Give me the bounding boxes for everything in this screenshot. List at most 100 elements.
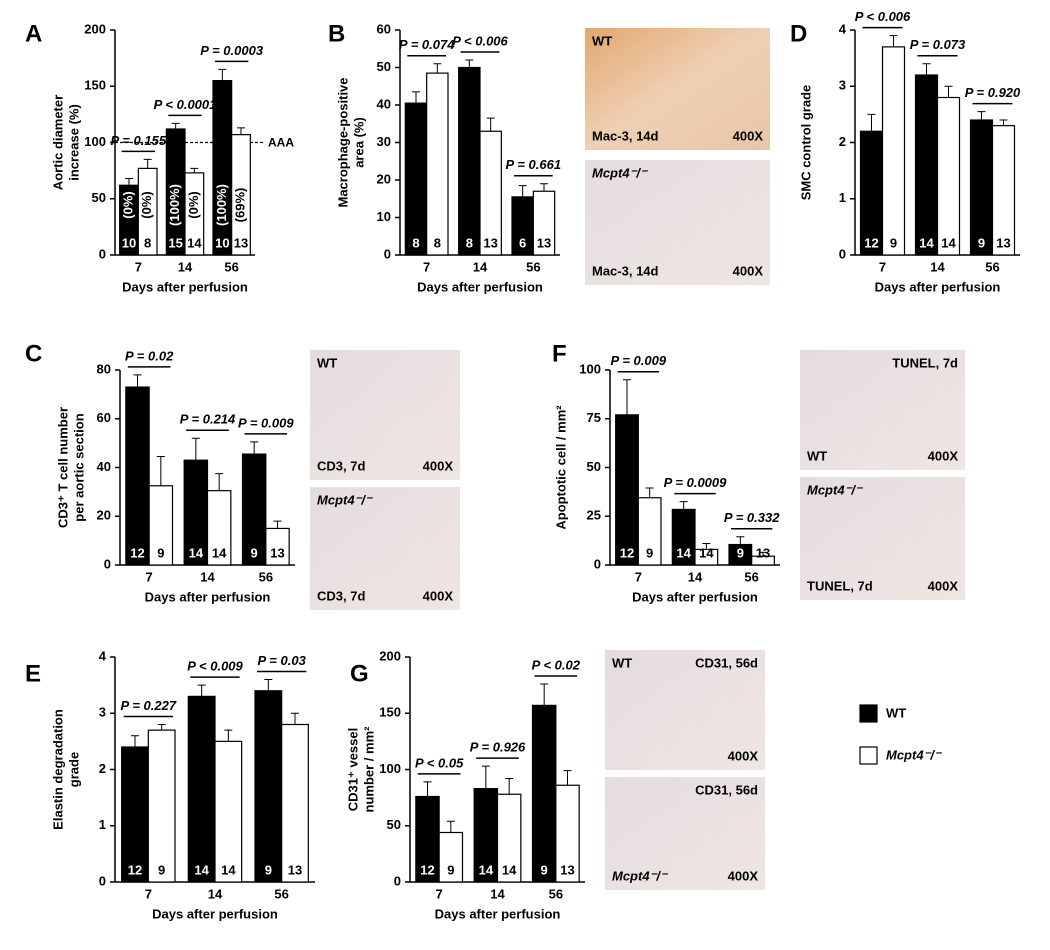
n-label: 8 (434, 235, 441, 250)
p-value: P < 0.009 (187, 659, 243, 674)
p-value: P = 0.009 (611, 353, 667, 368)
error-bar (518, 185, 527, 197)
y-axis-label: increase (%) (66, 104, 81, 181)
n-label: 13 (234, 235, 248, 250)
error-bar (131, 735, 139, 747)
x-tick-label: 7 (436, 886, 443, 901)
n-label: 9 (158, 862, 165, 877)
x-tick-label: 14 (178, 259, 193, 274)
p-value: P = 0.214 (180, 412, 236, 427)
x-tick-label: 14 (490, 886, 505, 901)
micrograph (605, 777, 765, 890)
y-tick-label: 75 (587, 410, 601, 425)
micrograph-label: 400X (928, 448, 959, 463)
x-axis-label: Days after perfusion (145, 589, 271, 604)
n-label: 14 (502, 862, 517, 877)
error-bar (190, 167, 199, 173)
y-tick-label: 50 (387, 817, 401, 832)
p-value: P < 0.006 (855, 9, 911, 24)
error-bar (197, 684, 206, 697)
x-tick-label: 56 (259, 569, 273, 584)
error-bar (157, 724, 166, 731)
n-label: 6 (519, 235, 526, 250)
legend-label: Mcpt4⁻/⁻ (886, 747, 943, 762)
p-value: P < 0.0001 (154, 97, 217, 112)
y-tick-label: 3 (99, 705, 106, 720)
micrograph (800, 477, 965, 600)
panel-letter: E (25, 660, 41, 687)
x-tick-label: 56 (526, 259, 540, 274)
micrograph-label: Mcpt4⁻/⁻ (612, 868, 669, 883)
x-tick-label: 56 (549, 886, 563, 901)
micrograph-label: Mcpt4⁻/⁻ (317, 492, 374, 507)
y-tick-label: 50 (377, 59, 391, 74)
y-axis-label: Aortic diameter (50, 95, 65, 190)
n-label: 13 (996, 235, 1010, 250)
n-label: 12 (864, 235, 878, 250)
p-value: P < 0.006 (452, 33, 508, 48)
n-label: 14 (941, 235, 956, 250)
n-label: 9 (737, 545, 744, 560)
bar (615, 414, 639, 566)
y-tick-label: 0 (384, 246, 391, 261)
bar (212, 80, 233, 256)
n-label: 13 (483, 235, 497, 250)
error-bar (250, 441, 259, 455)
y-axis-label: CD31⁺ vessel (345, 728, 360, 811)
micrograph-label: TUNEL, 7d (807, 578, 873, 593)
y-axis-label: per aortic section (71, 413, 86, 521)
n-label: 12 (620, 545, 634, 560)
error-bar (563, 770, 572, 786)
micrograph-label: 400X (728, 868, 759, 883)
y-tick-label: 25 (587, 508, 601, 523)
bar (281, 723, 309, 883)
y-tick-label: 150 (84, 78, 106, 93)
x-tick-label: 14 (473, 259, 488, 274)
error-bar (889, 35, 898, 47)
error-bar (446, 820, 455, 833)
error-bar (702, 543, 711, 550)
x-axis-label: Days after perfusion (875, 279, 1001, 294)
y-tick-label: 30 (377, 134, 391, 149)
percent-label: (0%) (186, 191, 201, 218)
p-value: P < 0.05 (415, 755, 464, 770)
n-label: 14 (919, 235, 934, 250)
y-axis-label: CD3⁺ T cell number (55, 407, 70, 528)
p-value: P = 0.227 (121, 698, 177, 713)
x-tick-label: 56 (985, 259, 999, 274)
panel-letter: A (25, 20, 42, 47)
x-axis-label: Days after perfusion (122, 279, 248, 294)
y-tick-label: 1 (99, 817, 106, 832)
panel-letter: C (25, 340, 42, 367)
y-tick-label: 50 (587, 459, 601, 474)
x-axis-label: Days after perfusion (417, 279, 543, 294)
error-bar (540, 183, 548, 192)
error-bar (977, 111, 986, 120)
x-tick-label: 14 (200, 569, 215, 584)
y-tick-label: 40 (377, 96, 391, 111)
n-label: 9 (890, 235, 897, 250)
bar (404, 102, 428, 256)
p-value: P = 0.009 (238, 415, 294, 430)
y-tick-label: 100 (379, 761, 401, 776)
n-label: 8 (144, 235, 151, 250)
percent-label: (100%) (214, 184, 229, 226)
error-bar (143, 158, 152, 169)
micrograph-label: CD31, 56d (695, 655, 758, 670)
y-tick-label: 2 (99, 761, 106, 776)
n-label: 12 (128, 862, 142, 877)
x-axis-label: Days after perfusion (435, 906, 561, 921)
y-tick-label: 40 (97, 459, 111, 474)
panel-letter: G (350, 660, 369, 687)
micrograph-label: Mac-3, 14d (592, 263, 659, 278)
x-tick-label: 56 (224, 259, 238, 274)
micrograph-label: Mcpt4⁻/⁻ (807, 482, 864, 497)
n-label: 13 (560, 862, 574, 877)
error-bar (433, 63, 442, 74)
x-tick-label: 7 (635, 569, 642, 584)
micrograph-label: WT (592, 33, 612, 48)
n-label: 14 (676, 545, 691, 560)
micrograph-label: TUNEL, 7d (892, 355, 958, 370)
y-tick-label: 150 (379, 705, 401, 720)
n-label: 14 (221, 862, 236, 877)
